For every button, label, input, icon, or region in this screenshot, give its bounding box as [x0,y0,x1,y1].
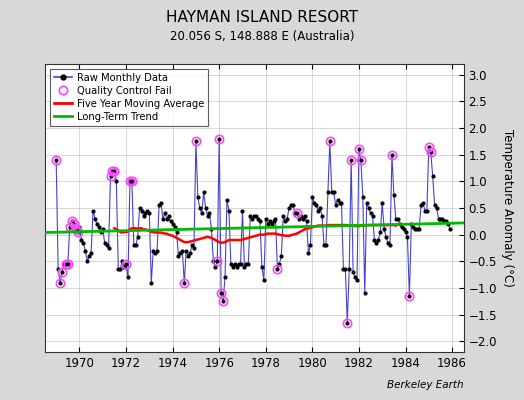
Text: HAYMAN ISLAND RESORT: HAYMAN ISLAND RESORT [166,10,358,25]
Text: Berkeley Earth: Berkeley Earth [387,380,464,390]
Text: 20.056 S, 148.888 E (Australia): 20.056 S, 148.888 E (Australia) [170,30,354,43]
Y-axis label: Temperature Anomaly (°C): Temperature Anomaly (°C) [501,129,514,287]
Legend: Raw Monthly Data, Quality Control Fail, Five Year Moving Average, Long-Term Tren: Raw Monthly Data, Quality Control Fail, … [50,69,208,126]
